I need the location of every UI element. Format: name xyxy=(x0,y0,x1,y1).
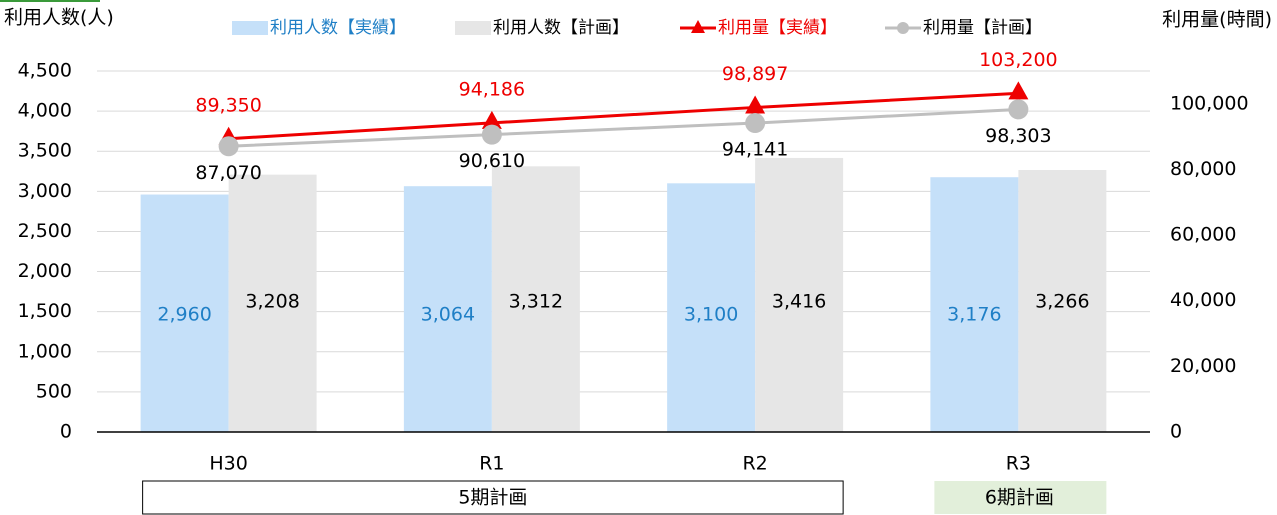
line-marker xyxy=(1008,81,1029,100)
period-label: 5期計画 xyxy=(458,487,527,509)
bar-value-label: 3,064 xyxy=(421,304,475,326)
legend-swatch xyxy=(232,21,268,35)
line-marker xyxy=(481,124,502,145)
y2-tick-label: 80,000 xyxy=(1170,158,1236,180)
legend-swatch xyxy=(455,21,491,35)
bar-value-label: 3,416 xyxy=(772,291,826,313)
period-label: 6期計画 xyxy=(985,487,1054,509)
line-value-label: 94,141 xyxy=(722,139,788,161)
y2-axis-label: 利用量(時間) xyxy=(1162,9,1272,31)
y2-tick-label: 100,000 xyxy=(1170,92,1249,114)
y-tick-label: 1,500 xyxy=(18,300,72,322)
y-tick-label: 3,000 xyxy=(18,180,72,202)
line-value-label: 89,350 xyxy=(195,94,261,116)
y2-tick-label: 20,000 xyxy=(1170,355,1236,377)
y-axis-label: 利用人数(人) xyxy=(4,7,114,29)
line-marker xyxy=(218,136,239,157)
y-tick-label: 1,000 xyxy=(18,340,72,362)
bar xyxy=(140,194,229,432)
bar-value-label: 3,208 xyxy=(245,291,299,313)
bar xyxy=(403,186,492,432)
bar-value-label: 3,176 xyxy=(947,304,1001,326)
line-marker xyxy=(1008,99,1029,120)
line-marker xyxy=(481,110,502,129)
bar-value-label: 3,266 xyxy=(1035,291,1089,313)
bar xyxy=(667,183,756,432)
x-tick-label: R2 xyxy=(742,453,767,475)
line-value-label: 98,303 xyxy=(985,125,1051,147)
bar xyxy=(755,157,844,433)
legend-marker xyxy=(691,20,705,33)
x-tick-label: R3 xyxy=(1006,453,1031,475)
legend-label: 利用量【計画】 xyxy=(923,18,1042,38)
line-value-label: 94,186 xyxy=(459,78,525,100)
period-box xyxy=(142,480,844,515)
bar xyxy=(930,177,1019,432)
line xyxy=(228,91,1019,141)
legend-label: 利用人数【計画】 xyxy=(493,18,629,38)
y2-tick-label: 0 xyxy=(1170,421,1182,443)
x-tick-label: H30 xyxy=(209,453,247,475)
line-value-label: 87,070 xyxy=(195,162,261,184)
line-marker xyxy=(745,95,766,114)
line-value-label: 90,610 xyxy=(459,150,525,172)
x-tick-label: R1 xyxy=(479,453,504,475)
line-value-label: 103,200 xyxy=(979,49,1058,71)
bar-value-label: 3,100 xyxy=(684,304,738,326)
y-tick-label: 2,500 xyxy=(18,220,72,242)
line-marker xyxy=(745,113,766,134)
period-box xyxy=(934,481,1107,514)
y-tick-label: 4,500 xyxy=(18,60,72,82)
y2-tick-label: 40,000 xyxy=(1170,289,1236,311)
legend-marker xyxy=(897,22,909,34)
line xyxy=(228,107,1019,148)
bar-value-label: 2,960 xyxy=(157,304,211,326)
bar-value-label: 3,312 xyxy=(509,291,563,313)
legend-label: 利用量【実績】 xyxy=(718,18,837,38)
bar xyxy=(1018,169,1107,433)
y-tick-label: 500 xyxy=(36,380,72,402)
y-tick-label: 3,500 xyxy=(18,140,72,162)
y-tick-label: 2,000 xyxy=(18,260,72,282)
line-value-label: 98,897 xyxy=(722,63,788,85)
y2-tick-label: 60,000 xyxy=(1170,224,1236,246)
legend-label: 利用人数【実績】 xyxy=(270,18,406,38)
bar xyxy=(228,174,317,433)
y-tick-label: 4,000 xyxy=(18,100,72,122)
bar xyxy=(491,166,580,432)
y-tick-label: 0 xyxy=(60,421,72,443)
